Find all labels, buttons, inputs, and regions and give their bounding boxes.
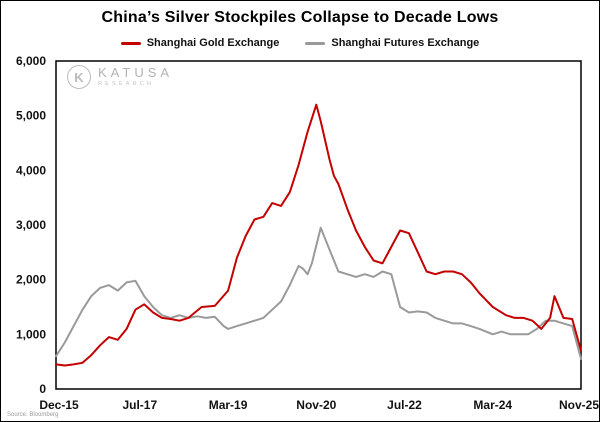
y-tick-label: 1,000 — [16, 327, 46, 341]
source-note: Source: Bloomberg — [7, 412, 59, 418]
y-tick-label: 3,000 — [16, 218, 46, 232]
y-tick-label: 6,000 — [16, 54, 46, 68]
legend-item-shanghai-gold-exchange: Shanghai Gold Exchange — [120, 37, 280, 49]
legend-label: Shanghai Gold Exchange — [146, 37, 280, 49]
x-tick-label: Nov-20 — [296, 398, 336, 412]
legend-swatch-gray — [305, 41, 326, 45]
x-tick-label: Mar-19 — [209, 398, 248, 412]
x-tick-label: Nov-25 — [559, 398, 599, 412]
chart-title: China’s Silver Stockpiles Collapse to De… — [101, 9, 499, 26]
legend-item-shanghai-futures-exchange: Shanghai Futures Exchange — [305, 37, 479, 49]
legend: Shanghai Gold Exchange Shanghai Futures … — [1, 37, 599, 49]
legend-label: Shanghai Futures Exchange — [331, 37, 480, 49]
plot-border — [55, 60, 582, 390]
y-tick-label: 4,000 — [16, 163, 46, 177]
y-tick-label: 0 — [39, 382, 46, 396]
y-tick-label: 2,000 — [16, 273, 46, 287]
series-line-shanghai-gold-exchange — [55, 103, 582, 367]
x-tick-label: Mar-24 — [473, 398, 512, 412]
x-tick-label: Jul-22 — [387, 398, 422, 412]
chart-svg: 0 1,000 2,000 3,000 4,000 5,000 6,000 Dec-15 Jul… — [16, 54, 599, 412]
x-tick-label: Jul-17 — [122, 398, 157, 412]
legend-swatch-red — [120, 41, 141, 45]
y-tick-label: 5,000 — [16, 109, 46, 123]
x-tick-label: Dec-15 — [39, 398, 79, 412]
series-line-shanghai-futures-exchange — [55, 226, 582, 360]
